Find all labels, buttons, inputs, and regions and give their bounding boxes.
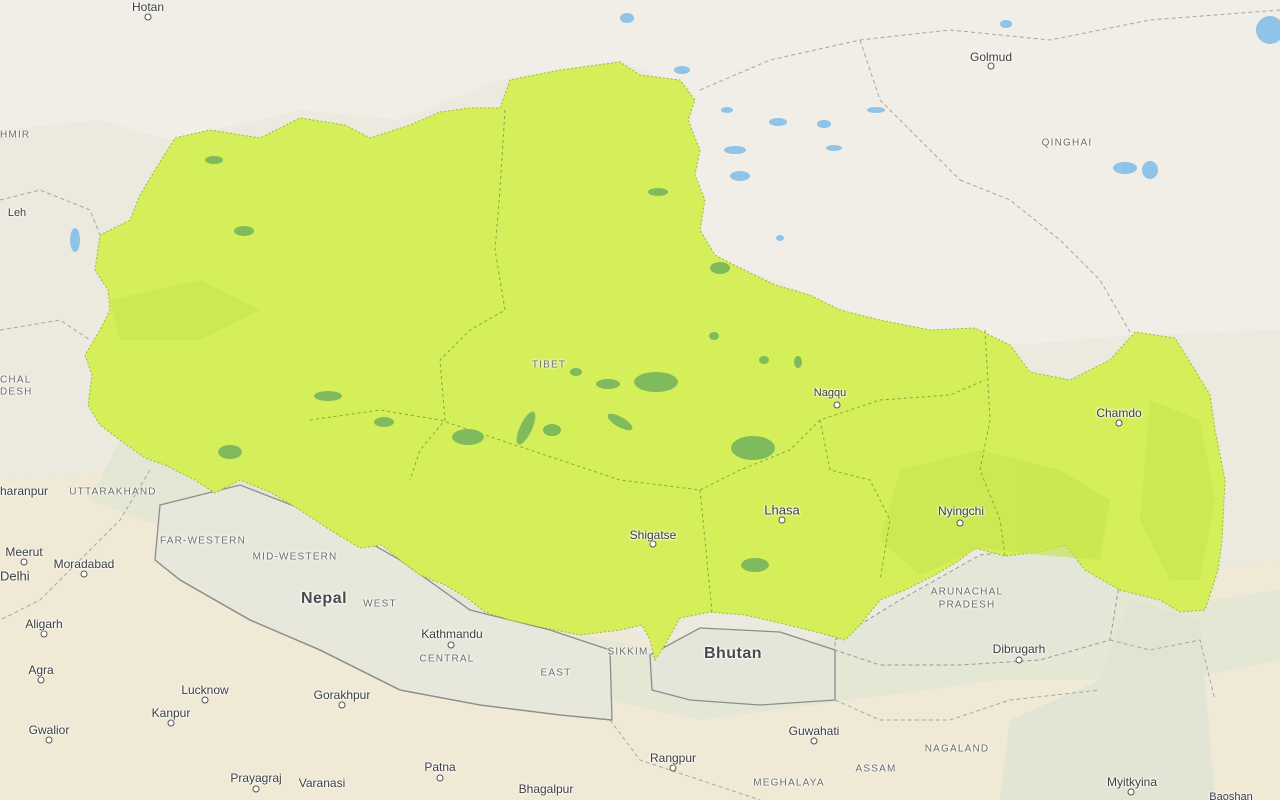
region-label-meghalaya: MEGHALAYA [753, 777, 825, 789]
city-dot-aligarh [40, 630, 48, 638]
city-label-guwahati[interactable]: Guwahati [788, 724, 840, 738]
city-dot-prayagraj [252, 785, 260, 793]
city-label-myitkyina[interactable]: Myitkyina [1106, 775, 1158, 789]
city-label-rangpur[interactable]: Rangpur [649, 751, 697, 765]
region-label-east: EAST [540, 667, 572, 679]
city-dot-nagqu [833, 401, 841, 409]
city-dot-agra [37, 676, 45, 684]
city-dot-golmud [987, 62, 995, 70]
city-label-saharanpur[interactable]: haranpur [0, 484, 49, 498]
city-dot-shigatse [649, 540, 657, 548]
city-dot-gwalior [45, 736, 53, 744]
region-label-central: CENTRAL [419, 653, 475, 665]
region-label-himachal: CHAL [0, 374, 32, 386]
other-boundaries [0, 9, 1280, 800]
city-label-gorakhpur[interactable]: Gorakhpur [313, 688, 371, 702]
city-label-moradabad[interactable]: Moradabad [53, 557, 115, 571]
tibet-lakes [205, 156, 802, 572]
region-label-west: WEST [363, 598, 397, 610]
city-dot-hotan [144, 13, 152, 21]
city-dot-guwahati [810, 737, 818, 745]
city-label-lhasa[interactable]: Lhasa [764, 502, 800, 518]
city-label-gwalior[interactable]: Gwalior [28, 723, 70, 737]
city-dot-lhasa [778, 516, 786, 524]
city-label-lucknow[interactable]: Lucknow [181, 683, 229, 697]
city-dot-chamdo [1115, 419, 1123, 427]
region-label-pradesh-left: DESH [0, 386, 33, 398]
city-label-baoshan[interactable]: Baoshan [1209, 791, 1253, 800]
city-dot-gorakhpur [338, 701, 346, 709]
city-dot-patna [436, 774, 444, 782]
city-label-varanasi[interactable]: Varanasi [298, 776, 346, 790]
city-label-shigatse[interactable]: Shigatse [629, 528, 677, 542]
prefecture-boundaries [309, 109, 1006, 613]
region-label-far-western: FAR-WESTERN [160, 535, 246, 547]
country-label-bhutan: Bhutan [703, 645, 763, 662]
city-dot-lucknow [201, 696, 209, 704]
city-label-kathmandu[interactable]: Kathmandu [421, 627, 483, 641]
city-label-prayagraj[interactable]: Prayagraj [230, 771, 282, 785]
tibet-relief [110, 280, 1215, 580]
region-label-arunachal-pradesh: PRADESH [938, 599, 996, 611]
nepal-india-border [154, 559, 613, 721]
city-label-agra[interactable]: Agra [28, 663, 54, 677]
country-label-nepal: Nepal [300, 590, 348, 607]
region-label-kashmir: HMIR [0, 129, 31, 141]
city-dot-myitkyina [1127, 788, 1135, 796]
city-dot-kanpur [167, 719, 175, 727]
city-dot-moradabad [80, 570, 88, 578]
city-label-delhi[interactable]: Delhi [0, 568, 30, 584]
city-label-chamdo[interactable]: Chamdo [1096, 406, 1142, 420]
region-label-tibet: TIBET [531, 359, 567, 371]
region-label-sikkim: SIKKIM [607, 646, 649, 658]
northern-plateau [0, 0, 1280, 345]
city-dot-rangpur [669, 764, 677, 772]
city-dot-kathmandu [447, 641, 455, 649]
city-dot-dibrugarh [1015, 656, 1023, 664]
city-label-meerut[interactable]: Meerut [5, 545, 43, 559]
city-dot-nyingchi [956, 519, 964, 527]
region-label-assam: ASSAM [855, 763, 897, 775]
city-label-aligarh[interactable]: Aligarh [25, 617, 63, 631]
region-label-uttarakhand: UTTARAKHAND [69, 486, 157, 498]
city-label-kanpur[interactable]: Kanpur [151, 706, 191, 720]
myanmar-relief [1000, 600, 1215, 800]
city-label-leh[interactable]: Leh [7, 207, 27, 219]
region-label-mid-western: MID-WESTERN [252, 551, 338, 563]
city-label-nyingchi[interactable]: Nyingchi [937, 504, 985, 518]
city-label-golmud[interactable]: Golmud [969, 50, 1013, 64]
region-label-qinghai: QINGHAI [1041, 137, 1093, 149]
city-label-hotan[interactable]: Hotan [131, 0, 165, 14]
lakes [70, 13, 1280, 252]
region-label-nagaland: NAGALAND [924, 743, 990, 755]
city-label-dibrugarh[interactable]: Dibrugarh [992, 642, 1046, 656]
region-label-arunachal: ARUNACHAL [930, 586, 1004, 598]
city-label-bhagalpur[interactable]: Bhagalpur [518, 782, 574, 796]
city-label-nagqu[interactable]: Nagqu [813, 387, 847, 399]
city-label-patna[interactable]: Patna [424, 760, 456, 774]
city-dot-meerut [20, 558, 28, 566]
